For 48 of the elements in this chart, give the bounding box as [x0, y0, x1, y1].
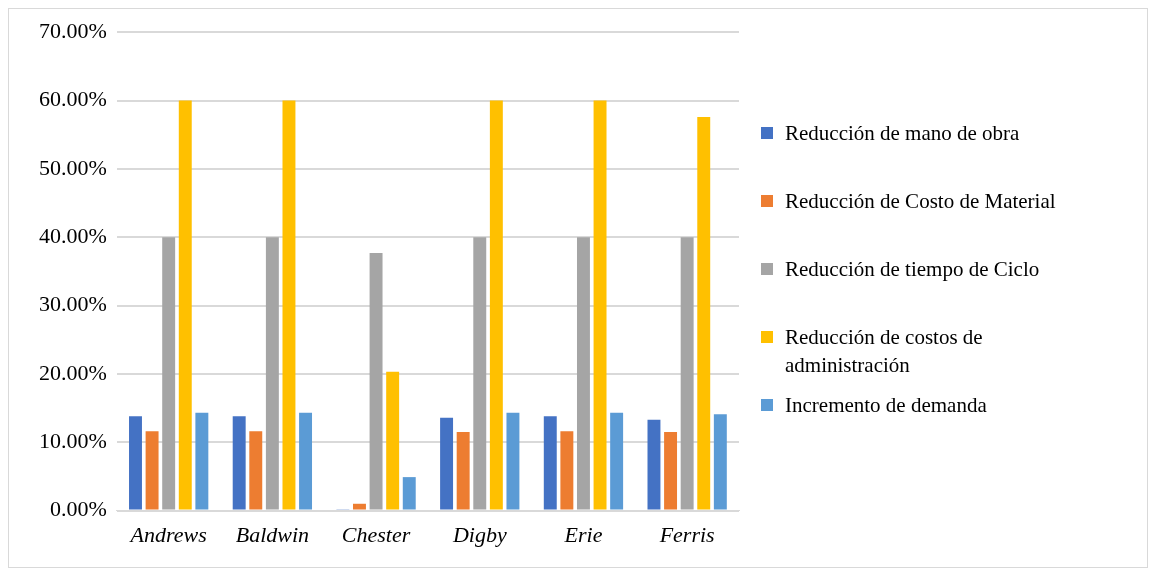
bar: [560, 431, 574, 510]
bar: [386, 371, 400, 510]
x-tick-label: Chester: [341, 521, 411, 547]
bar: [506, 412, 520, 510]
bar: [440, 417, 454, 510]
bar: [402, 477, 416, 510]
bar: [145, 431, 159, 510]
bar: [473, 237, 487, 510]
legend-label: Reducción de Costo de Material: [785, 188, 1056, 215]
bar: [610, 412, 624, 510]
bar: [456, 432, 470, 510]
legend-label: Reducción de tiempo de Ciclo: [785, 256, 1040, 283]
bar: [232, 416, 246, 510]
y-tick-label: 20.00%: [39, 359, 107, 385]
y-tick-label: 50.00%: [39, 154, 107, 180]
bar: [195, 412, 209, 510]
y-tick-label: 10.00%: [39, 428, 107, 454]
bar: [543, 416, 557, 510]
bar: [265, 237, 279, 510]
bar: [369, 252, 383, 510]
x-tick-label: Erie: [563, 521, 603, 547]
y-tick-label: 0.00%: [50, 496, 107, 522]
bar: [489, 100, 503, 510]
x-tick-label: Andrews: [128, 521, 207, 547]
bar: [129, 416, 142, 510]
x-tick-label: Baldwin: [235, 521, 310, 547]
bar: [664, 432, 678, 510]
y-tick-label: 60.00%: [39, 86, 107, 112]
legend-label: Incremento de demanda: [785, 392, 987, 419]
bar: [162, 237, 176, 510]
bar: [647, 419, 661, 510]
legend-label: Reducción de mano de obra: [785, 120, 1020, 147]
bar: [282, 100, 296, 510]
y-tick-label: 70.00%: [39, 17, 107, 43]
bar: [680, 237, 694, 510]
x-tick-label: Digby: [451, 521, 507, 547]
bar: [353, 503, 366, 510]
bar: [178, 100, 192, 510]
y-tick-label: 30.00%: [39, 291, 107, 317]
bar: [249, 431, 263, 510]
x-tick-label: Ferris: [658, 521, 715, 547]
bar: [713, 414, 727, 510]
bar: [697, 116, 711, 510]
bar: [299, 412, 313, 510]
legend-label: Reducción de costos de administración: [785, 324, 984, 379]
bar: [593, 100, 607, 510]
y-tick-label: 40.00%: [39, 223, 107, 249]
bar: [576, 237, 590, 510]
